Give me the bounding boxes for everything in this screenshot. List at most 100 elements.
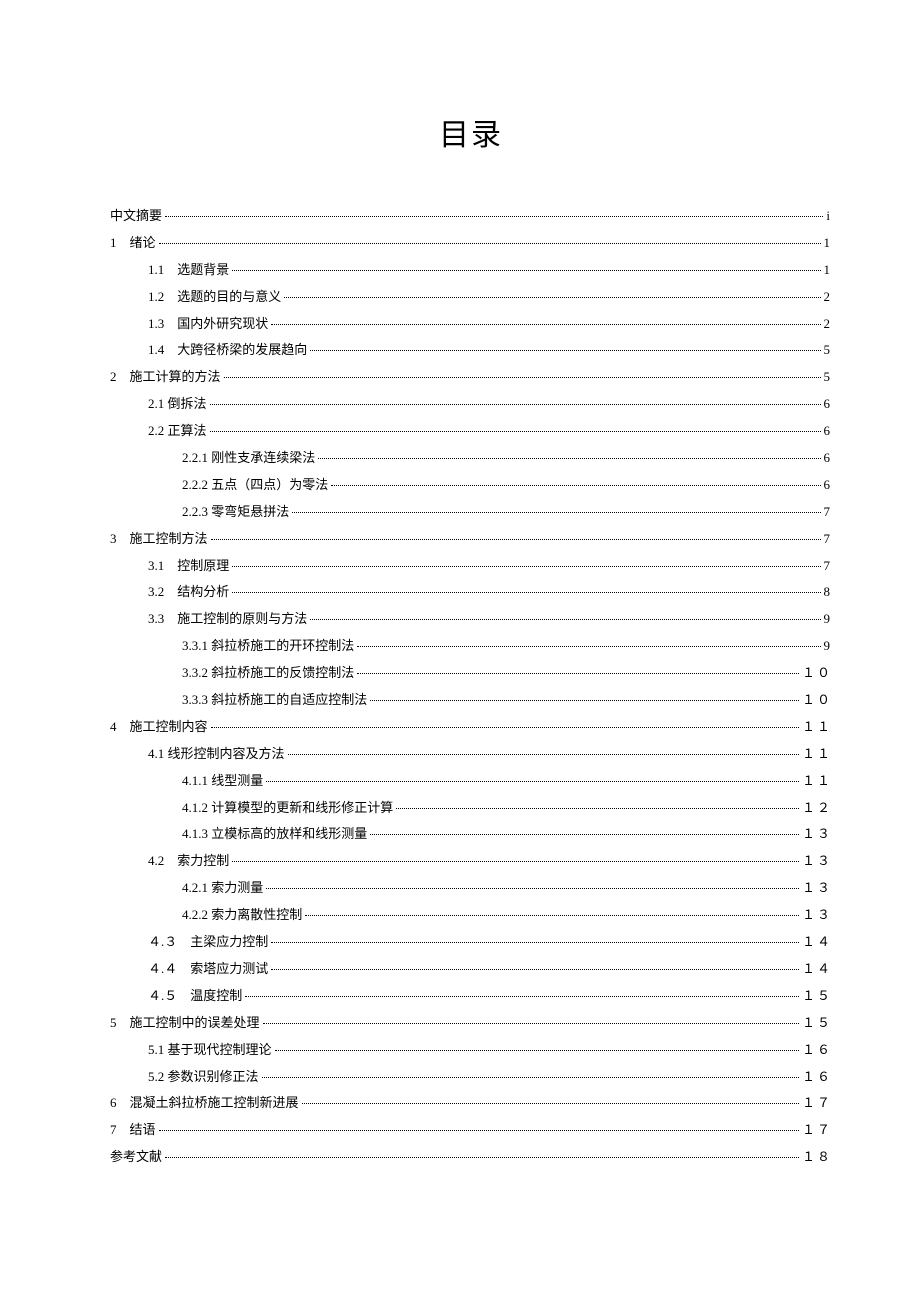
toc-entry: 2.2 正算法6 xyxy=(110,419,832,442)
toc-leader-dots xyxy=(292,512,820,513)
toc-leader-dots xyxy=(271,969,799,970)
toc-entry-page: 1 xyxy=(824,231,833,254)
toc-entry: 2.2.3 零弯矩悬拼法7 xyxy=(110,500,832,523)
toc-entry-page: １５ xyxy=(802,984,832,1007)
toc-leader-dots xyxy=(263,1023,799,1024)
toc-entry-page: １７ xyxy=(802,1091,832,1114)
toc-entry: 4.2 索力控制１３ xyxy=(110,849,832,872)
toc-leader-dots xyxy=(245,996,799,997)
toc-entry-label: 1.2 选题的目的与意义 xyxy=(148,285,281,308)
toc-leader-dots xyxy=(165,1157,799,1158)
toc-leader-dots xyxy=(284,297,820,298)
toc-entry-page: １３ xyxy=(802,876,832,899)
toc-leader-dots xyxy=(370,700,799,701)
toc-entry: ４.３ 主梁应力控制 １４ xyxy=(110,930,832,953)
toc-entry-label: 6 混凝土斜拉桥施工控制新进展 xyxy=(110,1091,299,1114)
toc-entry-page: 5 xyxy=(824,365,833,388)
toc-leader-dots xyxy=(262,1077,799,1078)
toc-leader-dots xyxy=(305,915,799,916)
toc-entry: 7 结语１７ xyxy=(110,1118,832,1141)
toc-entry-label: 4.2 索力控制 xyxy=(148,849,229,872)
toc-entry-page: 9 xyxy=(824,634,833,657)
table-of-contents: 中文摘要i1 绪论11.1 选题背景11.2 选题的目的与意义21.3 国内外研… xyxy=(110,204,832,1169)
toc-entry-page: 6 xyxy=(824,419,833,442)
toc-title: 目录 xyxy=(110,110,832,154)
toc-entry-label: 3.3.2 斜拉桥施工的反馈控制法 xyxy=(182,661,354,684)
toc-entry-page: 2 xyxy=(824,285,833,308)
toc-leader-dots xyxy=(271,942,799,943)
toc-entry-label: 4.1.2 计算模型的更新和线形修正计算 xyxy=(182,796,393,819)
toc-entry: 1.2 选题的目的与意义 2 xyxy=(110,285,832,308)
toc-leader-dots xyxy=(357,646,820,647)
toc-entry-page: １３ xyxy=(802,822,832,845)
toc-entry: 5 施工控制中的误差处理１５ xyxy=(110,1011,832,1034)
toc-leader-dots xyxy=(165,216,823,217)
toc-entry: 4 施工控制内容１１ xyxy=(110,715,832,738)
toc-entry-page: １４ xyxy=(802,957,832,980)
toc-entry-page: 9 xyxy=(824,607,833,630)
toc-entry: 3.3.3 斜拉桥施工的自适应控制法１０ xyxy=(110,688,832,711)
toc-entry-label: 3.3 施工控制的原则与方法 xyxy=(148,607,307,630)
toc-entry: ４.４ 索塔应力测试１４ xyxy=(110,957,832,980)
toc-entry: 3.3.2 斜拉桥施工的反馈控制法１０ xyxy=(110,661,832,684)
toc-entry-page: １１ xyxy=(802,769,832,792)
toc-entry: 6 混凝土斜拉桥施工控制新进展 １７ xyxy=(110,1091,832,1114)
toc-entry: 4.1.2 计算模型的更新和线形修正计算１２ xyxy=(110,796,832,819)
toc-entry-label: ４.３ 主梁应力控制 xyxy=(148,930,268,953)
toc-entry: 4.2.2 索力离散性控制 １３ xyxy=(110,903,832,926)
toc-entry-label: 3.3.1 斜拉桥施工的开环控制法 xyxy=(182,634,354,657)
toc-entry-label: 3.2 结构分析 xyxy=(148,580,229,603)
toc-entry-page: 6 xyxy=(824,446,833,469)
toc-entry: 参考文献 １８ xyxy=(110,1145,832,1168)
toc-entry-label: 2.1 倒拆法 xyxy=(148,392,207,415)
toc-entry-page: 7 xyxy=(824,500,833,523)
toc-entry: 3.3 施工控制的原则与方法 9 xyxy=(110,607,832,630)
toc-entry-page: １０ xyxy=(802,688,832,711)
toc-entry-page: １８ xyxy=(802,1145,832,1168)
toc-entry: 3.2 结构分析 8 xyxy=(110,580,832,603)
toc-leader-dots xyxy=(396,808,799,809)
toc-leader-dots xyxy=(357,673,799,674)
toc-entry-page: 7 xyxy=(824,527,833,550)
toc-entry-label: 5 施工控制中的误差处理 xyxy=(110,1011,260,1034)
toc-leader-dots xyxy=(211,539,821,540)
toc-entry-page: 8 xyxy=(824,580,833,603)
toc-entry-label: 5.2 参数识别修正法 xyxy=(148,1065,259,1088)
toc-entry-label: 3.1 控制原理 xyxy=(148,554,229,577)
toc-entry-label: 1 绪论 xyxy=(110,231,156,254)
toc-entry-label: 3 施工控制方法 xyxy=(110,527,208,550)
toc-leader-dots xyxy=(275,1050,799,1051)
toc-leader-dots xyxy=(159,1130,799,1131)
toc-leader-dots xyxy=(331,485,820,486)
toc-entry-page: １６ xyxy=(802,1065,832,1088)
toc-entry-label: 4.2.2 索力离散性控制 xyxy=(182,903,302,926)
toc-leader-dots xyxy=(159,243,821,244)
toc-entry-page: １４ xyxy=(802,930,832,953)
toc-entry: 2.1 倒拆法6 xyxy=(110,392,832,415)
toc-entry: 5.2 参数识别修正法 １６ xyxy=(110,1065,832,1088)
toc-entry: 1 绪论 1 xyxy=(110,231,832,254)
toc-entry: 1.1 选题背景 1 xyxy=(110,258,832,281)
toc-entry-label: 2.2.1 刚性支承连续梁法 xyxy=(182,446,315,469)
toc-leader-dots xyxy=(288,754,799,755)
toc-leader-dots xyxy=(210,404,821,405)
toc-entry-page: １３ xyxy=(802,903,832,926)
toc-entry-label: 4.2.1 索力测量 xyxy=(182,876,263,899)
toc-entry-label: 1.3 国内外研究现状 xyxy=(148,312,268,335)
toc-entry-page: 1 xyxy=(824,258,833,281)
toc-entry-label: 1.1 选题背景 xyxy=(148,258,229,281)
toc-entry: 3.3.1 斜拉桥施工的开环控制法 9 xyxy=(110,634,832,657)
toc-entry: 4.1.3 立模标高的放样和线形测量 １３ xyxy=(110,822,832,845)
toc-entry-label: 参考文献 xyxy=(110,1145,162,1168)
toc-entry-label: 中文摘要 xyxy=(110,204,162,227)
toc-leader-dots xyxy=(318,458,820,459)
toc-entry: 2.2.2 五点（四点）为零法6 xyxy=(110,473,832,496)
toc-entry: 4.2.1 索力测量 １３ xyxy=(110,876,832,899)
toc-entry: 5.1 基于现代控制理论１６ xyxy=(110,1038,832,1061)
toc-entry: 1.4 大跨径桥梁的发展趋向5 xyxy=(110,338,832,361)
toc-entry-label: 4.1.3 立模标高的放样和线形测量 xyxy=(182,822,367,845)
toc-entry: 3.1 控制原理7 xyxy=(110,554,832,577)
toc-leader-dots xyxy=(302,1103,799,1104)
toc-leader-dots xyxy=(266,781,799,782)
toc-entry-label: 2.2.2 五点（四点）为零法 xyxy=(182,473,328,496)
